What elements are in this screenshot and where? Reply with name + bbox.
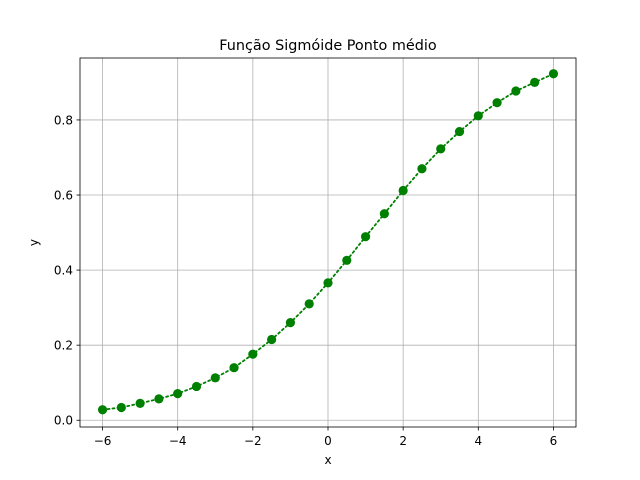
data-point: [267, 334, 277, 345]
x-tick-label: −4: [169, 434, 187, 448]
data-point: [304, 299, 314, 309]
data-point: [210, 373, 220, 383]
data-point: [135, 398, 145, 408]
x-tick-label: −2: [244, 434, 262, 448]
data-point: [511, 86, 521, 96]
data-point: [116, 402, 126, 413]
x-axis-label: x: [324, 453, 331, 467]
data-point: [229, 363, 239, 373]
data-point: [548, 69, 559, 79]
data-point: [342, 255, 352, 265]
y-axis-label: y: [27, 239, 41, 246]
data-point: [436, 144, 446, 154]
data-point: [473, 111, 483, 121]
data-point: [454, 126, 465, 137]
data-point: [191, 381, 202, 392]
x-tick-label: 2: [399, 434, 407, 448]
data-point: [154, 394, 164, 404]
data-point: [530, 77, 540, 87]
y-tick-label: 0.8: [54, 113, 73, 127]
data-point: [379, 209, 389, 219]
data-point: [173, 388, 183, 399]
data-point: [285, 318, 296, 328]
series-layer: [97, 69, 559, 415]
y-tick-label: 0.0: [54, 414, 73, 428]
chart-title: Função Sigmóide Ponto médio: [219, 38, 437, 54]
data-point: [360, 232, 371, 242]
ticks-layer: −6 −4 −2 0 2 4 6 0.0 0.2 0.4 0.6 0.8: [54, 113, 557, 448]
y-tick-label: 0.4: [54, 264, 73, 278]
x-tick-label: 0: [324, 434, 332, 448]
x-tick-label: 6: [550, 434, 558, 448]
data-point: [248, 349, 258, 359]
x-tick-label: 4: [474, 434, 482, 448]
data-point: [323, 278, 333, 288]
data-point: [417, 164, 427, 174]
y-tick-label: 0.2: [54, 339, 73, 353]
data-point: [398, 185, 408, 196]
data-point: [97, 405, 108, 415]
y-tick-label: 0.6: [54, 189, 73, 203]
x-tick-label: −6: [94, 434, 112, 448]
data-point: [492, 98, 502, 108]
